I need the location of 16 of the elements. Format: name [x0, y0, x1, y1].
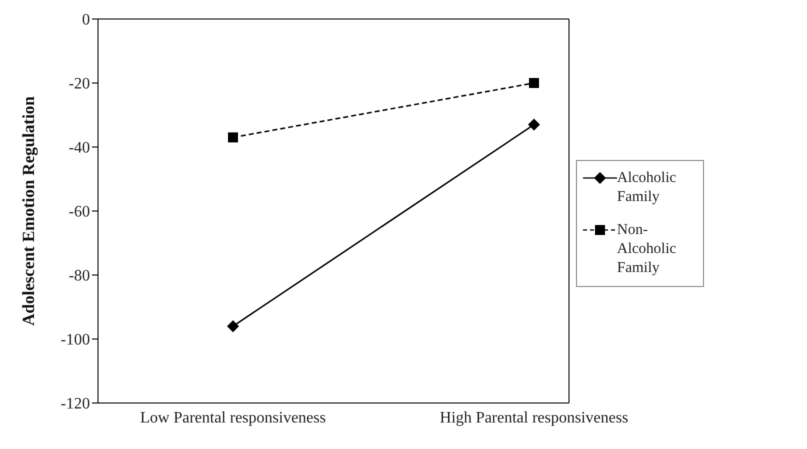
- y-tick-label: 0: [82, 12, 90, 29]
- legend-label: Non-Alcoholic Family: [617, 220, 678, 278]
- legend-label: Alcoholic Family: [617, 168, 678, 206]
- y-tick-label: -100: [60, 332, 90, 349]
- y-tick-label: -20: [68, 76, 90, 93]
- point: [528, 118, 540, 131]
- y-tick-label: -120: [60, 396, 90, 413]
- point: [227, 320, 239, 332]
- y-tick-label: -40: [68, 140, 90, 157]
- point: [529, 78, 539, 88]
- x-tick-label: Low Parental responsiveness: [140, 409, 326, 426]
- y-tick-label: -80: [68, 268, 90, 285]
- y-axis-title: Adolescent Emotion Regulation: [19, 96, 38, 326]
- point: [228, 132, 238, 142]
- x-tick-label: High Parental responsiveness: [440, 409, 628, 426]
- y-tick-label: -60: [68, 204, 90, 221]
